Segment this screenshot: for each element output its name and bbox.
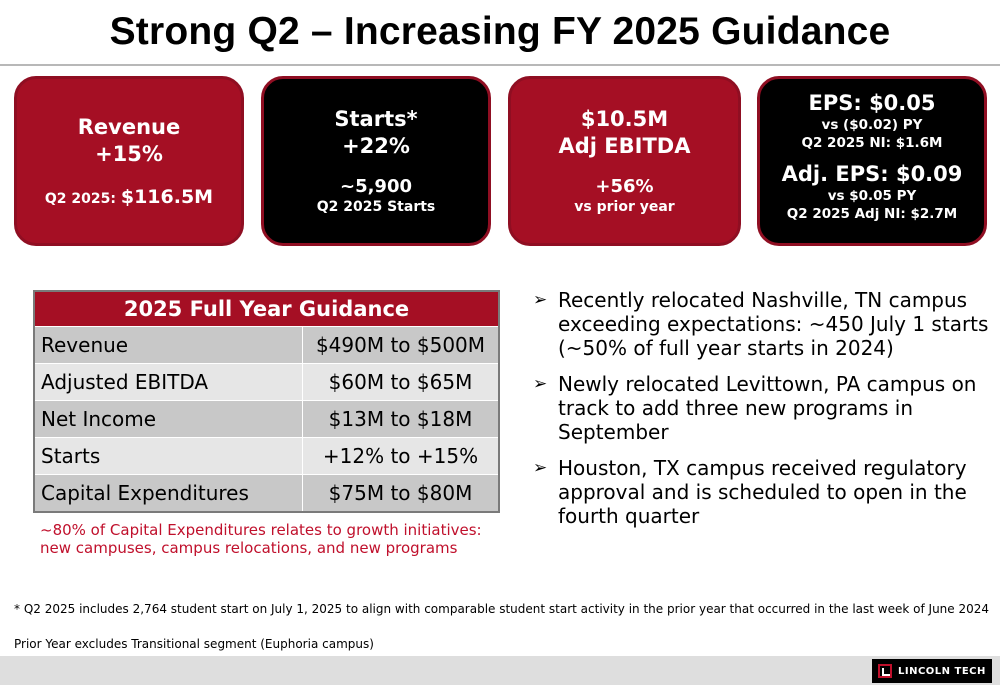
ebitda-card-growth: +56% — [595, 176, 654, 197]
revenue-card-growth: +15% — [95, 142, 163, 166]
eps-card: EPS: $0.05 vs ($0.02) PY Q2 2025 NI: $1.… — [757, 76, 987, 246]
guidance-label: Starts — [35, 438, 303, 474]
ebitda-card-title: Adj EBITDA — [558, 134, 691, 158]
highlight-text: Newly relocated Levittown, PA campus on … — [558, 372, 977, 444]
starts-card: Starts* +22% ~5,900 Q2 2025 Starts — [261, 76, 491, 246]
guidance-value: $13M to $18M — [328, 407, 473, 431]
list-item: ➢ Newly relocated Levittown, PA campus o… — [533, 372, 993, 444]
list-item: ➢ Houston, TX campus received regulatory… — [533, 456, 993, 528]
arrow-bullet-icon: ➢ — [533, 458, 548, 478]
adj-eps-prior-year: vs $0.05 PY — [827, 188, 917, 204]
ebitda-card: $10.5M Adj EBITDA +56% vs prior year — [508, 76, 741, 246]
footer-bar — [0, 656, 1000, 685]
guidance-label: Net Income — [35, 401, 303, 437]
guidance-label: Adjusted EBITDA — [35, 364, 303, 400]
revenue-card-title: Revenue — [77, 115, 181, 139]
footnote-prior-year: Prior Year excludes Transitional segment… — [14, 637, 374, 651]
guidance-value: $490M to $500M — [315, 333, 486, 357]
table-row: Revenue $490M to $500M — [35, 326, 498, 363]
table-row: Adjusted EBITDA $60M to $65M — [35, 363, 498, 400]
highlights-list: ➢ Recently relocated Nashville, TN campu… — [533, 288, 993, 540]
highlight-text: Recently relocated Nashville, TN campus … — [558, 288, 989, 360]
table-row: Capital Expenditures $75M to $80M — [35, 474, 498, 511]
logo-mark-icon — [878, 664, 892, 678]
page-title: Strong Q2 – Increasing FY 2025 Guidance — [109, 10, 891, 53]
list-item: ➢ Recently relocated Nashville, TN campu… — [533, 288, 993, 360]
arrow-bullet-icon: ➢ — [533, 374, 548, 394]
adj-net-income: Q2 2025 Adj NI: $2.7M — [786, 206, 958, 222]
eps-net-income: Q2 2025 NI: $1.6M — [801, 135, 943, 151]
footnote: * Q2 2025 includes 2,764 student start o… — [14, 602, 990, 616]
ebitda-card-value: $10.5M — [580, 107, 669, 131]
arrow-bullet-icon: ➢ — [533, 290, 548, 310]
ebitda-card-caption: vs prior year — [574, 199, 675, 215]
title-divider — [0, 64, 1000, 66]
starts-card-title: Starts* — [334, 107, 418, 131]
guidance-value: +12% to +15% — [322, 444, 479, 468]
starts-card-count: ~5,900 — [339, 176, 413, 197]
guidance-label: Capital Expenditures — [35, 475, 303, 511]
revenue-card: Revenue +15% Q2 2025: $116.5M — [14, 76, 244, 246]
starts-card-growth: +22% — [342, 134, 410, 158]
adj-eps-value: Adj. EPS: $0.09 — [781, 162, 963, 186]
capex-note: ~80% of Capital Expenditures relates to … — [40, 521, 482, 557]
eps-value: EPS: $0.05 — [808, 91, 936, 115]
guidance-value: $60M to $65M — [328, 370, 473, 394]
guidance-table: 2025 Full Year Guidance Revenue $490M to… — [33, 290, 500, 513]
revenue-card-sub: Q2 2025: $116.5M — [45, 186, 213, 208]
guidance-value: $75M to $80M — [328, 481, 473, 505]
table-row: Net Income $13M to $18M — [35, 400, 498, 437]
revenue-card-sub-label: Q2 2025: — [44, 191, 121, 207]
highlight-text: Houston, TX campus received regulatory a… — [558, 456, 967, 528]
starts-card-caption: Q2 2025 Starts — [316, 199, 436, 215]
guidance-table-header: 2025 Full Year Guidance — [35, 292, 498, 326]
revenue-card-sub-value: $116.5M — [120, 186, 214, 208]
table-row: Starts +12% to +15% — [35, 437, 498, 474]
logo-text: LINCOLN TECH — [898, 665, 986, 677]
company-logo: LINCOLN TECH — [872, 659, 992, 683]
guidance-label: Revenue — [35, 327, 303, 363]
eps-prior-year: vs ($0.02) PY — [821, 117, 923, 133]
